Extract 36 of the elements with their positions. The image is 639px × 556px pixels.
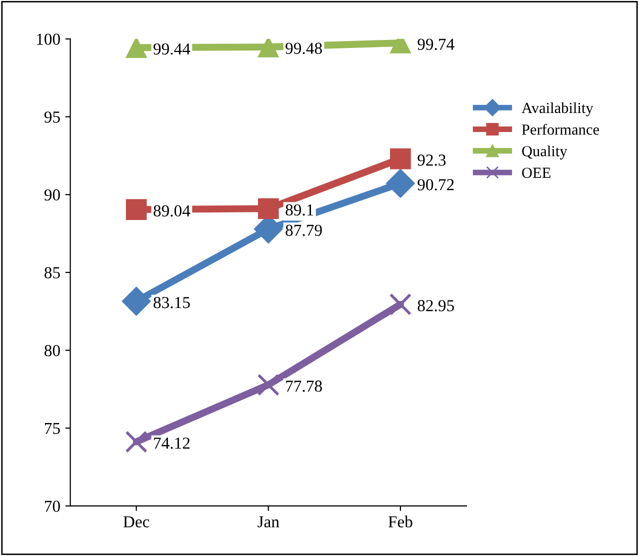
y-tick-label: 95	[44, 112, 60, 123]
point	[389, 293, 412, 316]
x-tick-label: Jan	[258, 516, 280, 528]
data-label: 89.04	[154, 205, 190, 217]
point	[386, 168, 415, 198]
data-label: 82.95	[418, 300, 454, 312]
x-tick-label: Feb	[388, 516, 412, 528]
data-label: 87.79	[286, 224, 322, 236]
data-label: 99.44	[154, 43, 190, 55]
point	[126, 199, 147, 220]
data-label: 77.78	[286, 380, 322, 392]
data-label: 99.48	[286, 42, 322, 54]
y-tick-label: 70	[45, 500, 60, 512]
data-label: 83.15	[154, 296, 190, 308]
y-tick-label: 85	[44, 267, 60, 278]
legend-label: Performance	[522, 124, 599, 135]
point	[126, 38, 147, 58]
legend-label: OEE	[522, 168, 550, 178]
data-label: 90.72	[418, 179, 454, 190]
point	[258, 198, 279, 220]
data-label: 99.74	[418, 38, 454, 50]
legend-label: Quality	[522, 146, 568, 160]
y-tick-label: 100	[37, 34, 60, 45]
point	[125, 430, 148, 453]
y-tick-label: 80	[44, 344, 60, 356]
x-tick-label: Dec	[123, 516, 150, 528]
data-label: 89.1	[286, 204, 314, 216]
point	[390, 148, 411, 170]
data-label: 74.12	[154, 438, 190, 449]
point	[122, 286, 151, 316]
y-tick-label: 75	[45, 422, 60, 434]
legend-label: Availability	[522, 102, 594, 116]
point	[257, 374, 280, 396]
y-tick-label: 90	[44, 189, 60, 201]
data-label: 92.3	[418, 154, 446, 166]
point	[258, 38, 279, 58]
